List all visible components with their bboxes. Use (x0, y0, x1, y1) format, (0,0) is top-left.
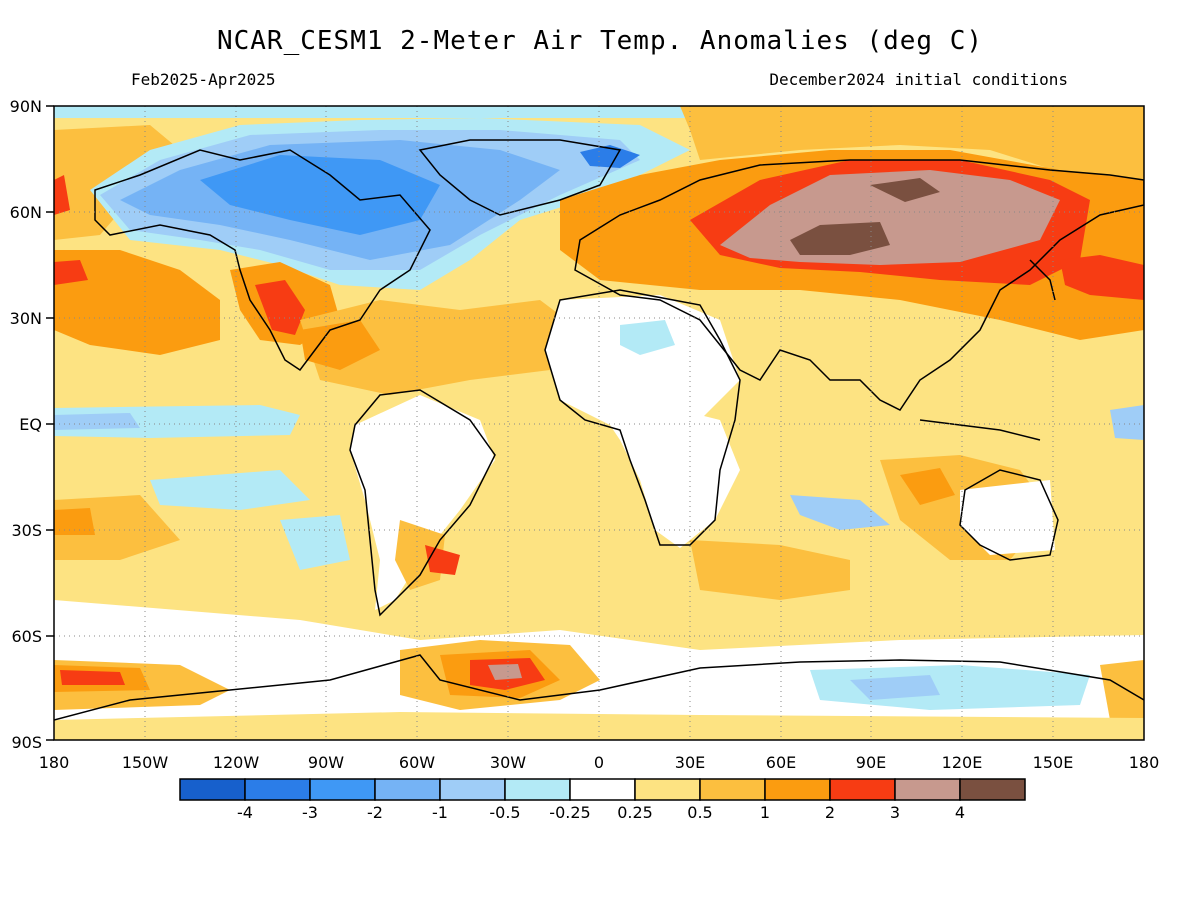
colorbar-label: 4 (955, 803, 965, 822)
lat-label: 30N (10, 309, 42, 328)
lon-label: 30E (675, 753, 705, 772)
lon-label: 180 (1129, 753, 1160, 772)
colorbar-swatch (634, 778, 701, 801)
colorbar-swatch (309, 778, 376, 801)
lat-label: 60S (11, 627, 42, 646)
colorbar-label: -0.5 (489, 803, 520, 822)
axis-ticks (46, 105, 54, 741)
colorbar-label: 2 (825, 803, 835, 822)
lat-label: 90N (10, 97, 42, 116)
graticule (54, 106, 1144, 740)
colorbar-swatch (179, 778, 246, 801)
colorbar-label: 1 (760, 803, 770, 822)
lat-label: EQ (19, 415, 42, 434)
lat-label: 60N (10, 203, 42, 222)
initial-conditions: December2024 initial conditions (769, 70, 1068, 89)
map-title: NCAR_CESM1 2-Meter Air Temp. Anomalies (… (216, 26, 984, 56)
colorbar-swatch (504, 778, 571, 801)
colorbar-swatch (244, 778, 311, 801)
colorbar-label: -2 (367, 803, 383, 822)
lon-label: 60W (399, 753, 435, 772)
lon-label: 90W (308, 753, 344, 772)
colorbar: -4 -3 -2 -1 -0.5 -0.25 0.25 0.5 1 2 3 4 (179, 778, 1026, 822)
colorbar-label: 0.25 (617, 803, 653, 822)
colorbar-swatch (829, 778, 896, 801)
longitude-labels: 180 150W 120W 90W 60W 30W 0 30E 60E 90E … (39, 753, 1160, 772)
coastlines (54, 139, 1144, 721)
colorbar-label: -4 (237, 803, 253, 822)
colorbar-swatch (894, 778, 961, 801)
lon-label: 150E (1033, 753, 1074, 772)
colorbar-swatch (374, 778, 441, 801)
lat-label: 90S (11, 733, 42, 752)
colorbar-label: 0.5 (687, 803, 712, 822)
lon-label: 60E (766, 753, 796, 772)
lon-label: 120E (942, 753, 983, 772)
forecast-period: Feb2025-Apr2025 (131, 70, 276, 89)
lon-label: 150W (122, 753, 169, 772)
colorbar-label: -3 (302, 803, 318, 822)
colorbar-swatch (699, 778, 766, 801)
lon-label: 90E (856, 753, 886, 772)
colorbar-label: 3 (890, 803, 900, 822)
colorbar-swatch (959, 778, 1026, 801)
lon-label: 0 (594, 753, 604, 772)
map-frame (53, 105, 1145, 741)
colorbar-label: -0.25 (549, 803, 590, 822)
colorbar-swatch (569, 778, 636, 801)
lat-label: 30S (11, 521, 42, 540)
colorbar-swatch (439, 778, 506, 801)
lon-label: 120W (213, 753, 260, 772)
latitude-labels: 90N 60N 30N EQ 30S 60S 90S (10, 97, 42, 752)
colorbar-swatch (764, 778, 831, 801)
lon-label: 180 (39, 753, 70, 772)
colorbar-label: -1 (432, 803, 448, 822)
lon-label: 30W (490, 753, 526, 772)
